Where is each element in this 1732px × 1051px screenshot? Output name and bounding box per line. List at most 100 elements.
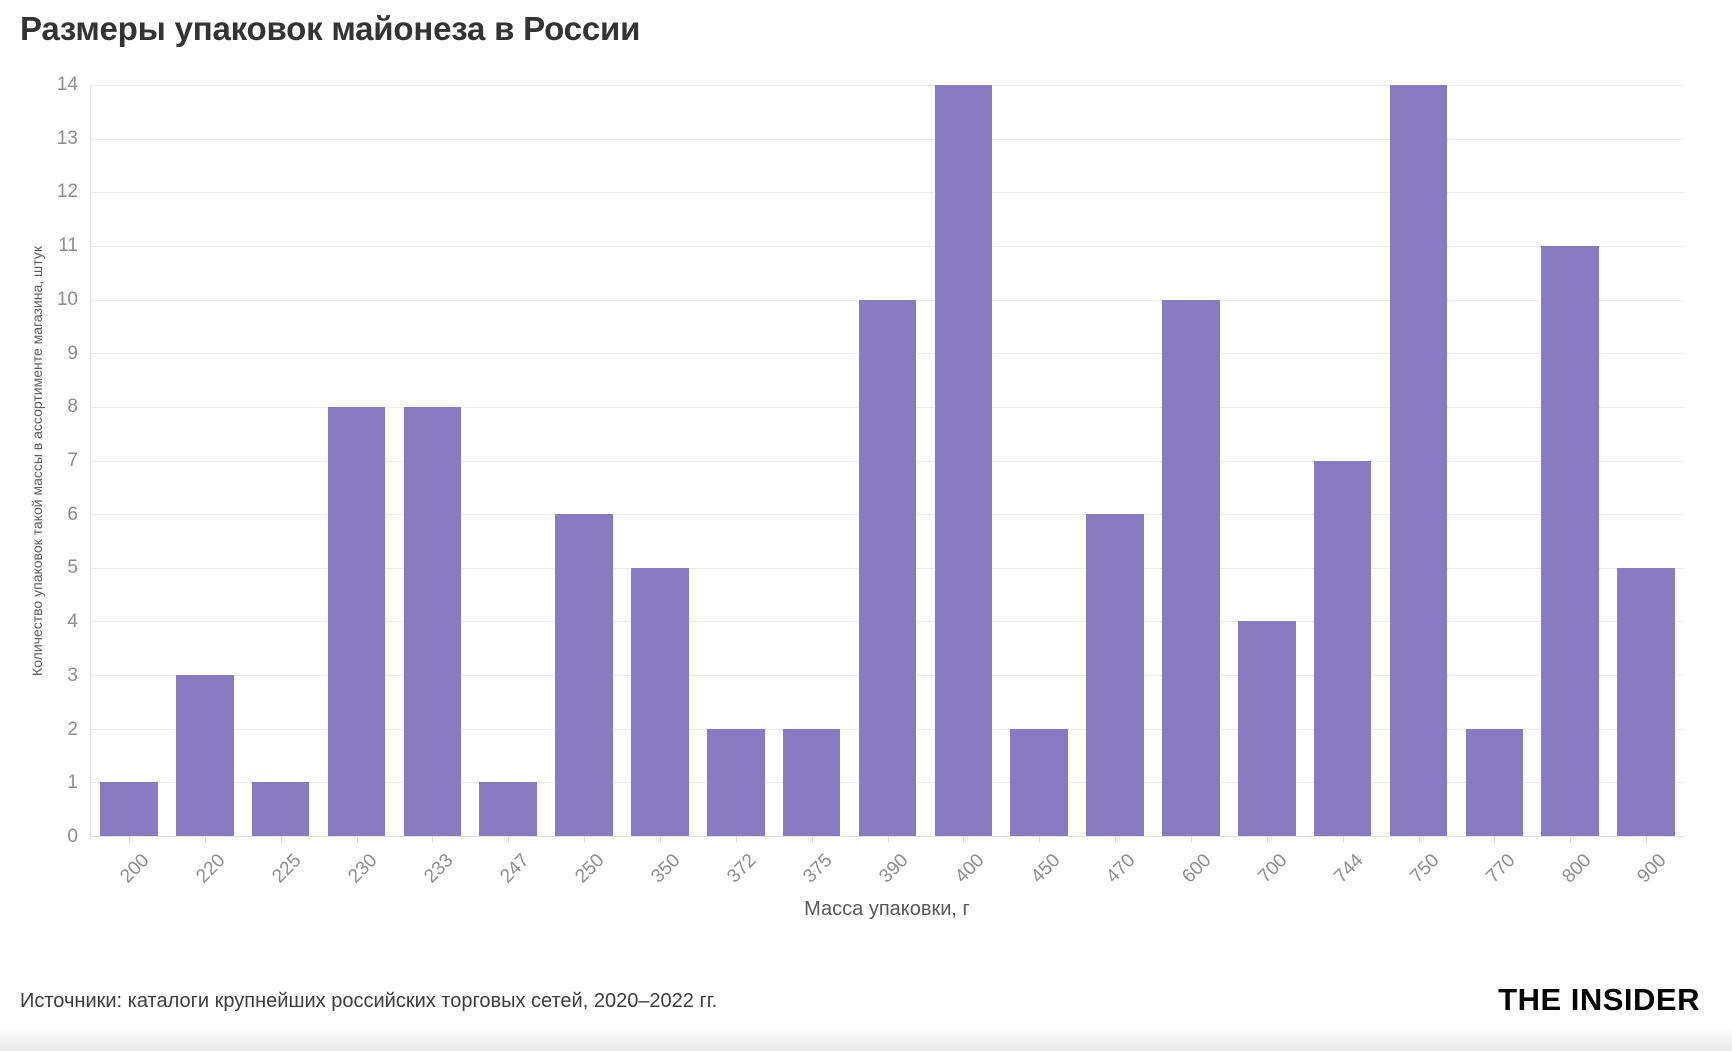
bar-band-200: 200 [91,85,167,887]
gridline-y14 [91,85,1684,86]
y-tick-label-8: 8 [67,396,78,418]
x-axis-title: Масса упаковки, г [804,898,970,920]
gridline-y13 [91,138,1684,140]
plot-area: 200 220 225 230 233 247 250 350 372 375 390 400 450 4… [90,85,1684,887]
bar-band-750: 750 [1381,85,1457,887]
bar-600 [1162,299,1220,836]
y-tick-label-5: 5 [67,557,78,579]
bar-247 [479,782,538,836]
x-tick-label-600: 600 [1178,850,1216,888]
bottom-fade-strip [0,1027,1732,1051]
bar-200 [100,782,158,836]
bar-770 [1465,728,1524,836]
x-tick-mark [432,836,434,843]
x-tick-label-247: 247 [495,850,534,888]
x-tick-mark [508,836,510,843]
x-tick-mark [280,836,282,843]
bar-band-220: 220 [167,85,243,887]
bar-band-230: 230 [319,85,395,887]
x-tick-mark [356,836,358,843]
bar-band-900: 900 [1608,85,1684,887]
x-tick-label-800: 800 [1557,850,1596,888]
bar-band-770: 770 [1456,85,1532,887]
x-tick-label-220: 220 [192,850,230,888]
bar-700 [1237,621,1296,836]
y-tick-label-2: 2 [67,718,78,740]
bar-250 [555,514,613,836]
x-tick-mark [887,836,889,843]
x-tick-mark [1190,836,1192,843]
y-tick-label-9: 9 [67,342,78,364]
bar-400 [934,85,993,836]
y-tick-label-14: 14 [56,74,78,95]
bar-372 [706,728,765,836]
x-tick-label-230: 230 [344,850,382,888]
bar-750 [1389,85,1448,836]
x-tick-label-900: 900 [1633,850,1671,888]
bar-225 [251,782,310,836]
x-tick-mark [811,836,813,843]
x-tick-mark [1418,836,1420,843]
y-tick-label-7: 7 [67,450,78,471]
bar-230 [327,406,386,836]
y-tick-label-10: 10 [56,288,78,310]
x-tick-mark [1494,836,1496,843]
bar-220 [175,675,234,836]
x-tick-label-233: 233 [419,850,458,888]
y-tick-label-4: 4 [67,611,78,633]
y-tick-label-6: 6 [67,503,78,525]
bar-375 [782,728,841,836]
bar-band-600: 600 [1153,85,1229,887]
x-tick-mark [1570,836,1572,843]
y-tick-label-0: 0 [67,826,78,847]
x-tick-mark [1646,836,1648,843]
bar-band-800: 800 [1532,85,1608,887]
bar-band-744: 744 [1305,85,1381,887]
bar-band-372: 372 [698,85,774,887]
y-tick-label-12: 12 [56,181,78,203]
x-tick-label-700: 700 [1254,850,1292,888]
bar-900 [1617,567,1675,836]
x-tick-label-744: 744 [1330,850,1368,888]
x-tick-mark [128,836,130,843]
x-tick-label-350: 350 [647,850,685,888]
x-tick-mark [1342,836,1344,843]
x-tick-mark [659,836,661,843]
bar-470 [1086,514,1144,836]
bar-band-450: 450 [1001,85,1077,887]
bar-band-350: 350 [622,85,698,887]
bar-350 [631,567,689,836]
x-tick-label-250: 250 [571,850,609,888]
x-tick-label-225: 225 [268,850,306,888]
bar-band-400: 400 [925,85,1001,887]
x-tick-mark [1039,836,1041,843]
bar-233 [403,406,462,836]
x-tick-label-375: 375 [799,850,837,888]
x-tick-label-450: 450 [1026,850,1065,888]
chart-title: Размеры упаковок майонеза в России [20,10,641,47]
bar-series: 200 220 225 230 233 247 250 350 372 375 390 400 450 4… [91,85,1684,887]
bar-band-233: 233 [394,85,470,887]
source-note: Источники: каталоги крупнейших российски… [20,990,718,1012]
bar-744 [1313,460,1372,836]
x-tick-mark [1115,836,1117,843]
y-tick-label-1: 1 [67,772,78,794]
x-tick-mark [963,836,965,843]
y-tick-label-3: 3 [67,664,78,686]
y-tick-label-13: 13 [56,127,78,149]
x-tick-mark [1266,836,1268,843]
x-tick-mark [584,836,586,843]
x-tick-label-750: 750 [1406,850,1444,888]
brand-logo: THE INSIDER [1498,982,1700,1017]
bar-band-700: 700 [1229,85,1305,887]
bar-390 [858,299,917,836]
x-tick-label-470: 470 [1102,850,1140,888]
x-tick-label-372: 372 [723,850,761,888]
y-tick-label-11: 11 [58,235,78,257]
x-tick-mark [204,836,206,843]
bar-450 [1010,728,1069,836]
bar-band-390: 390 [850,85,926,887]
bar-band-375: 375 [774,85,850,887]
bar-band-247: 247 [470,85,546,887]
